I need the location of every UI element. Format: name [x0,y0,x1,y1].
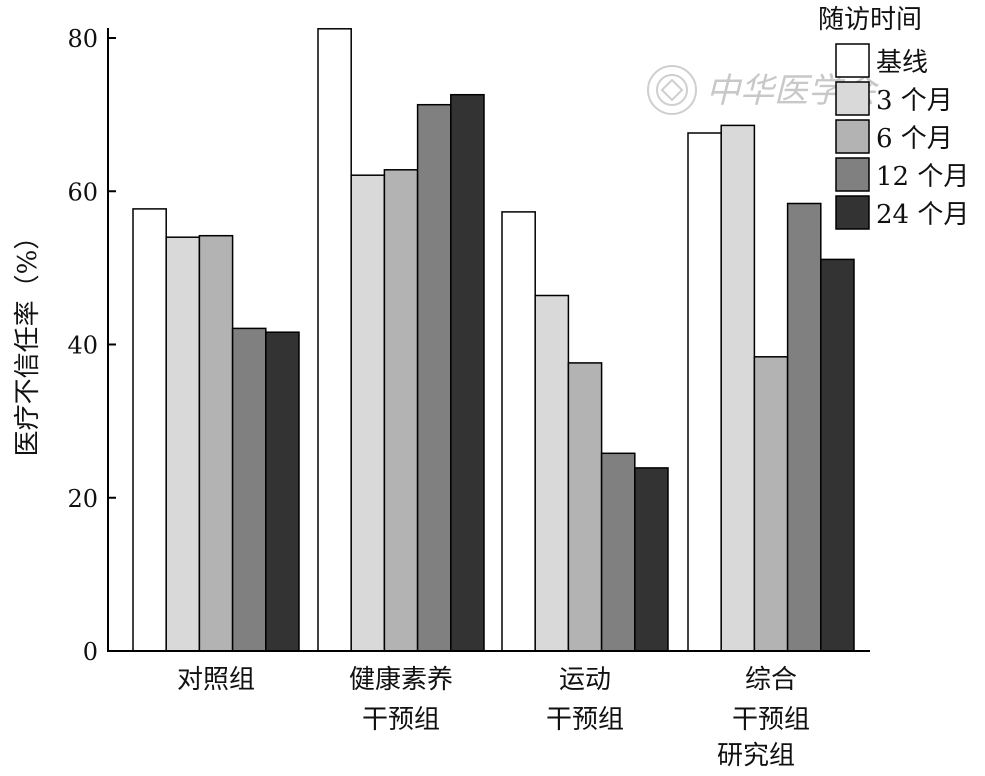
legend-label: 3 个月 [876,86,953,116]
bar [350,174,386,652]
x-category-label-line: 综合 [745,665,797,695]
bars-layer [132,28,855,652]
x-category-label: 对照组 [177,665,255,695]
y-tick-label: 60 [67,178,98,206]
bar [317,28,352,652]
legend-label: 24 个月 [876,200,969,230]
x-category-label: 综合干预组 [732,665,810,735]
legend-swatch [835,195,870,230]
bar [501,211,536,652]
bar [416,103,452,652]
bar [720,124,756,652]
y-tick-label: 80 [67,25,98,53]
x-category-label-line: 对照组 [177,665,255,695]
bar [231,327,267,652]
x-category-label-line: 干预组 [362,705,440,735]
x-category-label-line: 干预组 [732,705,810,735]
y-axis-title: 医疗不信任率（%） [13,224,43,457]
x-category-label: 健康素养干预组 [349,665,453,735]
bar [786,202,822,652]
legend-label: 6 个月 [876,124,953,154]
x-category-label: 运动干预组 [546,665,624,735]
axes-layer [107,28,870,652]
legend-label: 12 个月 [876,162,969,192]
bar [567,362,603,652]
legend-swatch [835,43,870,78]
bar [687,132,722,652]
legend-swatch [835,119,870,154]
bar [132,208,167,652]
legend-swatch [835,157,870,192]
x-category-label-line: 健康素养 [349,665,453,695]
bar [450,93,485,652]
bar [383,169,419,652]
y-tick-label: 0 [83,638,98,666]
bar [820,258,855,652]
y-tick-label: 20 [67,485,98,513]
society-seal-icon [647,65,697,115]
bar [198,234,234,652]
legend-title: 随访时间 [818,5,922,35]
bar [265,331,300,652]
legend-label: 基线 [876,48,928,78]
x-axis-title: 研究组 [717,741,795,771]
bar [600,452,636,652]
bar [634,467,669,652]
x-category-label-line: 干预组 [546,705,624,735]
bar [165,236,201,652]
legend: 随访时间 基线 3 个月 6 个月 12 个月 24 个月 [818,5,969,230]
legend-swatch [835,81,870,116]
bar [753,356,789,652]
x-category-label-line: 运动 [559,665,611,695]
y-tick-label: 40 [67,332,98,360]
bar [534,294,570,652]
y-ticks: 0 20 40 60 80 [67,25,116,666]
